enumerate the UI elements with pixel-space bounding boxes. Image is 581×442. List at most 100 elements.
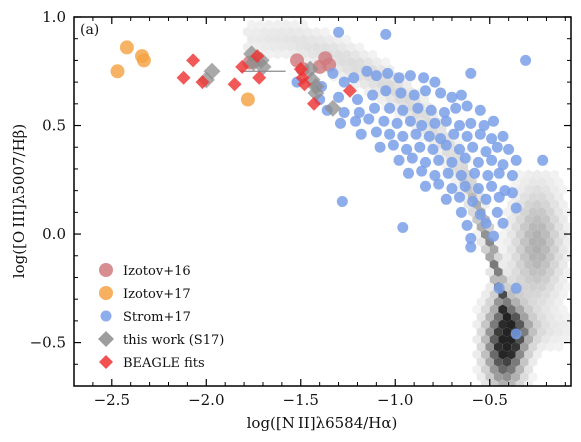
density-cell <box>476 237 486 247</box>
density-cell <box>507 349 516 360</box>
x-axis-title: log([N II]λ6584/Hα) <box>247 414 398 432</box>
density-cell <box>528 312 538 322</box>
density-cell <box>533 259 542 270</box>
density-cell <box>346 42 356 52</box>
data-point <box>382 67 394 79</box>
density-cell <box>481 289 490 300</box>
data-point <box>423 130 435 142</box>
density-cell <box>563 237 571 247</box>
density-cell <box>299 34 308 45</box>
density-cell <box>273 34 282 45</box>
density-cell <box>550 199 559 210</box>
data-point <box>455 170 467 181</box>
data-point <box>438 107 450 118</box>
density-cell <box>498 229 507 240</box>
density-cell <box>277 27 287 37</box>
density-cell <box>520 297 529 307</box>
data-point <box>240 92 255 107</box>
density-cell <box>290 19 300 30</box>
density-cell <box>507 304 516 315</box>
data-point <box>506 170 518 181</box>
density-cell <box>533 334 542 345</box>
density-cell <box>472 349 481 360</box>
density-cell <box>485 357 494 367</box>
data-point <box>497 130 509 142</box>
data-point <box>338 107 350 118</box>
density-cell <box>524 244 533 255</box>
data-point <box>510 282 522 294</box>
x-tick-label: −1.5 <box>283 391 319 409</box>
data-point <box>380 28 392 40</box>
density-cell <box>559 199 568 210</box>
density-cell <box>546 267 555 277</box>
data-point <box>418 72 430 84</box>
density-cell <box>485 297 494 307</box>
density-cell <box>546 237 555 247</box>
density-cell <box>572 312 581 322</box>
density-cell <box>524 289 533 300</box>
density-cell <box>554 207 564 217</box>
density-cell <box>502 297 512 307</box>
density-cell <box>303 42 313 52</box>
data-point <box>195 75 210 90</box>
data-point <box>384 128 396 140</box>
density-cell <box>511 237 520 247</box>
density-cell <box>524 304 533 315</box>
data-point <box>427 143 439 155</box>
density-cell <box>364 57 373 67</box>
density-cell <box>554 237 564 247</box>
density-cell <box>351 64 360 75</box>
density-cell <box>476 342 486 352</box>
data-point <box>254 58 272 76</box>
data-point <box>480 193 492 205</box>
density-cell <box>541 334 551 345</box>
data-point <box>480 146 492 158</box>
density-cell <box>541 274 551 285</box>
data-point <box>420 180 431 192</box>
data-point <box>472 156 484 168</box>
density-cell <box>437 124 447 135</box>
data-point <box>454 191 465 203</box>
density-cell <box>359 79 369 90</box>
density-cell <box>312 27 321 37</box>
data-point <box>446 156 458 168</box>
density-cell <box>559 229 568 240</box>
data-point <box>186 53 201 68</box>
y-tick-label: 1.0 <box>42 8 66 26</box>
data-point <box>363 113 375 125</box>
density-cell <box>476 327 486 337</box>
density-cell <box>476 372 486 382</box>
density-cell <box>515 214 525 225</box>
density-cell <box>537 207 546 217</box>
density-cell <box>494 342 503 352</box>
data-point <box>497 217 509 229</box>
data-point <box>397 130 409 142</box>
density-cell <box>541 244 551 255</box>
density-cell <box>520 282 529 292</box>
density-cell <box>472 319 481 330</box>
density-cell <box>281 34 291 45</box>
density-cell <box>502 282 512 292</box>
density-cell <box>554 267 564 277</box>
axis-ticks: −2.5 −2.0 −1.5 −1.0 −0.5 −0.5 0.0 0.5 1.0 <box>30 8 571 409</box>
density-cell <box>489 319 499 330</box>
density-cell <box>546 252 555 262</box>
data-point <box>252 70 267 85</box>
data-point <box>393 154 405 166</box>
density-cell <box>567 245 571 254</box>
axes-frame <box>73 16 572 387</box>
density-cell <box>481 379 490 386</box>
density-cell <box>546 297 555 307</box>
density-cell <box>528 267 538 277</box>
density-cell <box>541 199 551 210</box>
density-cell <box>524 334 533 345</box>
data-point <box>353 107 365 118</box>
data-point <box>448 128 460 140</box>
data-point <box>410 128 422 140</box>
density-cell <box>520 222 529 232</box>
density-cell <box>520 312 529 322</box>
density-cell <box>533 184 542 195</box>
density-cell <box>563 267 571 277</box>
density-cell <box>559 289 568 300</box>
